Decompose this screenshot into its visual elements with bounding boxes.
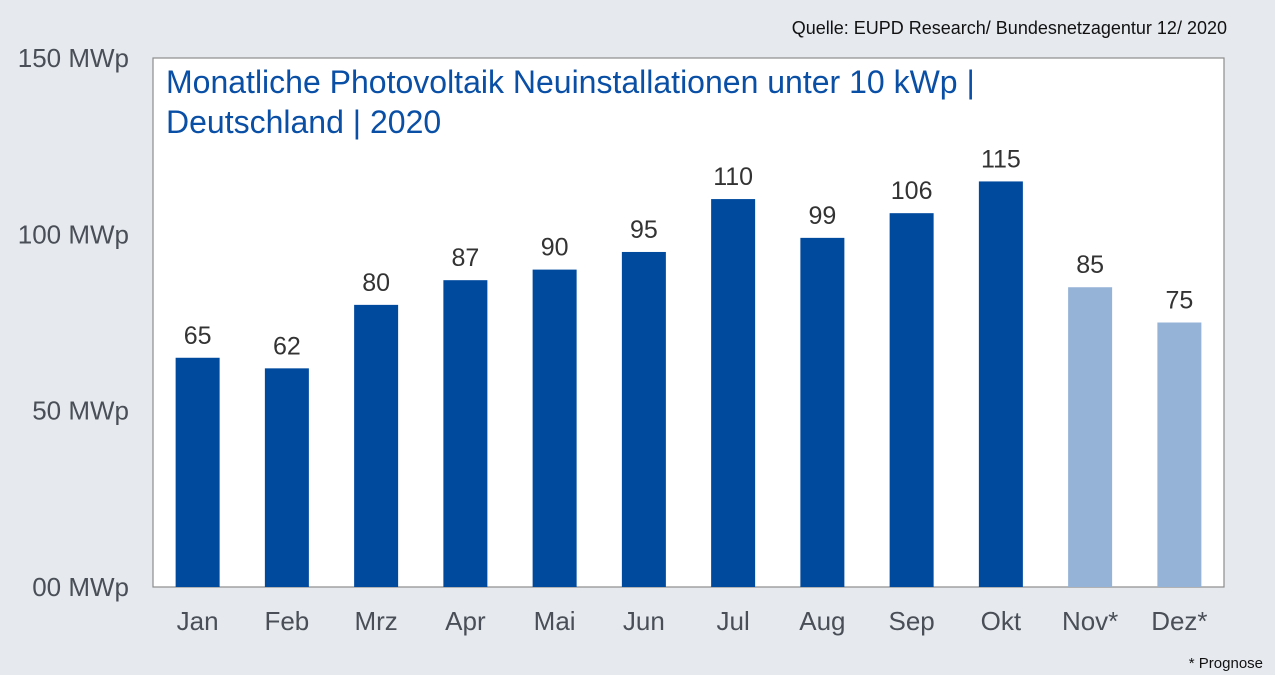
bar-series (175, 181, 1202, 588)
x-tick-label: Mrz (354, 606, 397, 636)
data-label: 85 (1076, 251, 1104, 279)
data-label: 99 (808, 202, 836, 230)
bar-dez (1157, 322, 1202, 587)
plot-area (152, 57, 1225, 588)
y-tick-label: 00 MWp (32, 572, 129, 602)
data-label: 90 (541, 234, 569, 262)
data-label: 110 (713, 163, 753, 191)
bar-jul (711, 199, 756, 588)
x-tick-label: Dez* (1151, 606, 1207, 636)
y-axis: 150 MWp 100 MWp 50 MWp 00 MWp (18, 43, 129, 602)
data-label: 87 (451, 244, 479, 272)
data-label: 80 (362, 269, 390, 297)
x-tick-label: Feb (264, 606, 309, 636)
y-tick-label: 50 MWp (32, 396, 129, 426)
chart-title: Monatliche Photovoltaik Neuinstallatione… (166, 64, 975, 140)
x-tick-label: Okt (981, 606, 1022, 636)
bar-jun (621, 251, 666, 587)
data-label: 106 (891, 177, 933, 205)
bar-apr (443, 280, 488, 587)
data-label: 95 (630, 216, 658, 244)
bar-sep (889, 213, 934, 587)
x-tick-label: Aug (799, 606, 845, 636)
bar-mai (532, 269, 577, 587)
data-label: 62 (273, 332, 301, 360)
data-labels: 65 62 80 87 90 95 110 99 106 115 85 75 (184, 145, 1194, 360)
x-tick-label: Nov* (1062, 606, 1118, 636)
x-tick-label: Jun (623, 606, 665, 636)
y-tick-label: 100 MWp (18, 219, 129, 249)
bar-jan (175, 357, 220, 587)
source-note: Quelle: EUPD Research/ Bundesnetzagentur… (792, 18, 1227, 38)
y-tick-label: 150 MWp (18, 43, 129, 73)
bar-mrz (354, 304, 399, 587)
chart-title-line-1: Monatliche Photovoltaik Neuinstallatione… (166, 64, 975, 100)
bar-feb (264, 368, 309, 587)
bar-nov (1068, 287, 1113, 587)
x-tick-label: Jan (177, 606, 219, 636)
forecast-footnote: * Prognose (1189, 655, 1263, 672)
x-tick-label: Jul (717, 606, 750, 636)
data-label: 115 (981, 145, 1021, 173)
x-tick-label: Sep (888, 606, 934, 636)
x-tick-label: Mai (534, 606, 576, 636)
x-axis: Jan Feb Mrz Apr Mai Jun Jul Aug Sep Okt Nov* Dez* (177, 606, 1208, 636)
chart-title-line-2: Deutschland | 2020 (166, 104, 441, 140)
x-tick-label: Apr (445, 606, 486, 636)
data-label: 75 (1165, 287, 1193, 315)
data-label: 65 (184, 322, 212, 350)
bar-okt (978, 181, 1023, 587)
bar-aug (800, 237, 845, 588)
